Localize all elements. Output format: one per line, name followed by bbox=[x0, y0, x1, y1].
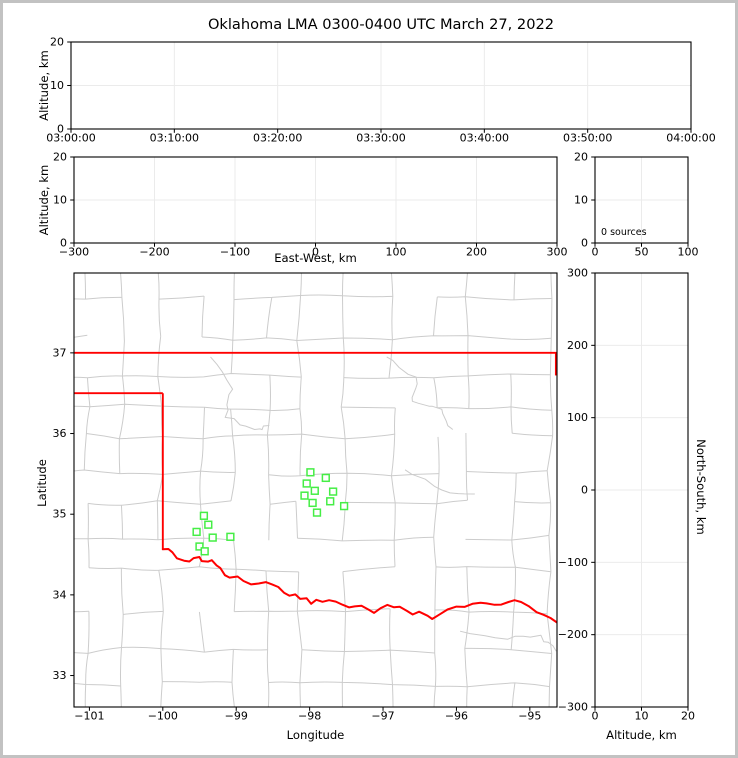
lma-station-marker bbox=[339, 501, 349, 511]
x-tick-label: 10 bbox=[635, 710, 649, 723]
county-boundaries bbox=[74, 294, 553, 688]
lma-station-marker bbox=[208, 533, 217, 542]
river-line bbox=[210, 356, 270, 431]
red-river-border bbox=[161, 548, 557, 624]
map-xlabel: Longitude bbox=[287, 728, 345, 742]
source-count-annotation: 0 sources bbox=[601, 227, 647, 238]
x-tick-label: −101 bbox=[74, 710, 104, 723]
x-tick-label: −95 bbox=[518, 710, 541, 723]
y-tick-label: 0 bbox=[57, 123, 64, 136]
y-tick-label: −300 bbox=[558, 701, 588, 714]
y-tick-label: 10 bbox=[574, 194, 588, 207]
x-tick-label: −96 bbox=[445, 710, 468, 723]
y-tick-label: 300 bbox=[567, 267, 588, 280]
x-tick-label: 0 bbox=[592, 710, 599, 723]
lma-station-marker bbox=[199, 511, 209, 520]
map-axes: −101 −100 −99 −98 −97 −96 −95 33 34 35 36 37 bbox=[53, 272, 558, 723]
x-tick-label: 20 bbox=[681, 710, 695, 723]
x-tick-label: −98 bbox=[298, 710, 321, 723]
map-content bbox=[74, 273, 557, 707]
state-border bbox=[74, 351, 557, 624]
y-tick-label: 10 bbox=[53, 194, 67, 207]
y-tick-label: −100 bbox=[558, 556, 588, 569]
x-tick-label: 03:40:00 bbox=[460, 132, 509, 145]
x-tick-label: 03:50:00 bbox=[563, 132, 612, 145]
x-tick-label: 200 bbox=[466, 246, 487, 259]
ew-panel-ylabel: Altitude, km bbox=[37, 165, 51, 236]
ns-panel-xlabel: Altitude, km bbox=[606, 728, 677, 742]
lma-station-marker bbox=[204, 520, 213, 529]
x-tick-label: 50 bbox=[635, 246, 649, 259]
x-tick-label: 03:10:00 bbox=[150, 132, 199, 145]
ns-height-panel: 0 10 20 300 200 100 0 −100 −200 −300 bbox=[558, 267, 695, 723]
ns-panel-ylabel: North-South, km bbox=[694, 439, 708, 535]
time-height-panel: 03:00:00 03:10:00 03:20:00 03:30:00 03:40:00… bbox=[46, 36, 715, 145]
x-tick-label: −99 bbox=[225, 710, 248, 723]
y-tick-label: 20 bbox=[53, 151, 67, 164]
x-tick-label: −100 bbox=[220, 246, 250, 259]
lma-station-marker bbox=[195, 542, 204, 551]
y-tick-label: 35 bbox=[53, 508, 67, 521]
y-tick-label: 34 bbox=[53, 588, 67, 601]
lma-station-marker bbox=[192, 527, 201, 537]
x-tick-label: 300 bbox=[547, 246, 568, 259]
lma-station-marker bbox=[326, 497, 335, 506]
x-tick-label: −100 bbox=[148, 710, 178, 723]
lma-station-marker bbox=[310, 486, 319, 495]
x-tick-label: −97 bbox=[371, 710, 394, 723]
y-tick-label: 10 bbox=[50, 79, 64, 92]
y-tick-label: 200 bbox=[567, 339, 588, 352]
y-tick-label: 37 bbox=[53, 346, 67, 359]
x-tick-label: 0 bbox=[592, 246, 599, 259]
x-tick-label: 03:20:00 bbox=[253, 132, 302, 145]
lma-station-marker bbox=[302, 479, 311, 488]
x-tick-label: 03:30:00 bbox=[356, 132, 405, 145]
lma-station-marker bbox=[226, 532, 235, 541]
y-tick-label: −200 bbox=[558, 628, 588, 641]
plot-title: Oklahoma LMA 0300-0400 UTC March 27, 202… bbox=[208, 16, 554, 33]
y-tick-label: 0 bbox=[60, 237, 67, 250]
ew-panel-xlabel: East-West, km bbox=[274, 251, 357, 265]
x-tick-label: −300 bbox=[59, 246, 89, 259]
lma-station-marker bbox=[328, 487, 338, 496]
x-tick-label: −200 bbox=[139, 246, 169, 259]
y-tick-label: 0 bbox=[581, 237, 588, 250]
y-tick-label: 20 bbox=[574, 151, 588, 164]
lma-station-marker bbox=[300, 491, 309, 500]
lma-stations bbox=[192, 468, 349, 556]
y-tick-label: 100 bbox=[567, 411, 588, 424]
y-tick-label: 36 bbox=[53, 427, 67, 440]
x-tick-label: 100 bbox=[678, 246, 699, 259]
y-tick-label: 33 bbox=[53, 669, 67, 682]
axes-spine bbox=[73, 272, 558, 708]
lma-station-marker bbox=[312, 508, 322, 517]
river-line bbox=[404, 469, 475, 495]
y-tick-label: 20 bbox=[50, 36, 64, 49]
x-tick-label: 04:00:00 bbox=[666, 132, 715, 145]
x-tick-label: 0 bbox=[312, 246, 319, 259]
map-ylabel: Latitude bbox=[35, 459, 49, 507]
x-tick-label: 03:00:00 bbox=[46, 132, 95, 145]
time-panel-ylabel: Altitude, km bbox=[37, 50, 51, 121]
lma-station-marker bbox=[200, 547, 209, 556]
county-boundaries bbox=[83, 273, 554, 707]
river-line bbox=[386, 356, 454, 430]
lma-station-marker bbox=[308, 498, 317, 508]
river-line bbox=[459, 630, 557, 652]
x-tick-label: 100 bbox=[386, 246, 407, 259]
y-tick-label: 0 bbox=[581, 484, 588, 497]
lma-station-marker bbox=[306, 468, 315, 477]
lma-station-marker bbox=[321, 473, 330, 483]
